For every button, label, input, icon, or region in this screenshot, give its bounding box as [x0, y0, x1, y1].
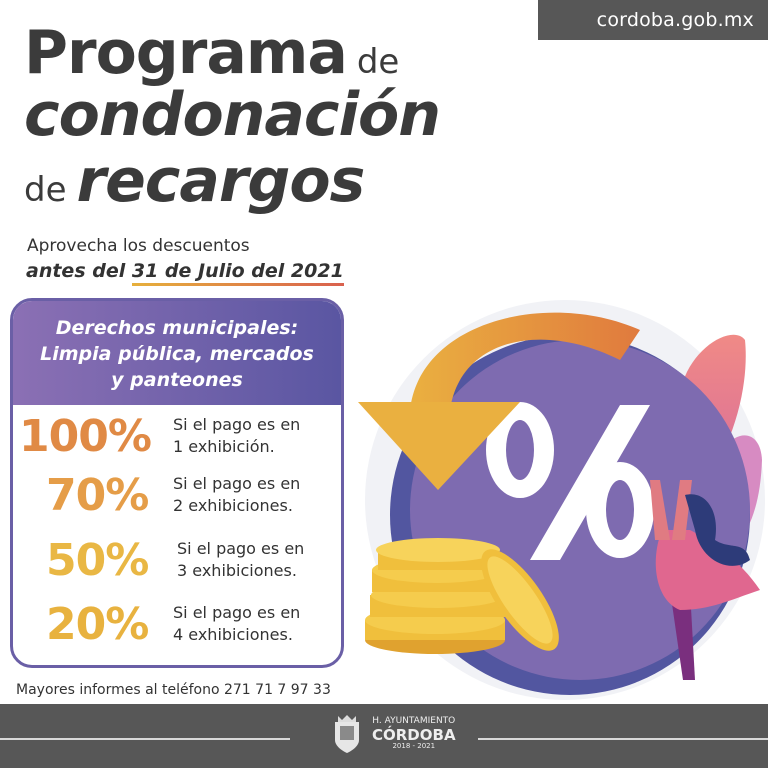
desc-line-2: 2 exhibiciones.	[173, 496, 293, 515]
card-heading-line-2: Limpia pública, mercados	[40, 343, 314, 365]
desc-line-1: Si el pago es en	[173, 474, 301, 493]
footer-divider-left	[0, 738, 290, 740]
discount-percent: 50%	[46, 535, 149, 586]
arrow-down-icon	[358, 312, 640, 490]
subtitle-prefix: antes del	[26, 260, 132, 282]
logo-line-3: 2018 - 2021	[392, 742, 436, 751]
percent-icon	[486, 402, 654, 560]
footer-divider-right	[478, 738, 768, 740]
title-programa: Programa	[24, 18, 348, 88]
discount-percent: 20%	[46, 599, 149, 650]
title-recargos: recargos	[76, 146, 366, 216]
desc-line-2: 4 exhibiciones.	[173, 625, 293, 644]
discount-percent: 70%	[46, 470, 149, 521]
title-line-3: de recargos	[24, 146, 366, 216]
discount-description: Si el pago es en 2 exhibiciones.	[173, 473, 300, 517]
site-url-badge[interactable]: cordoba.gob.mx	[538, 0, 768, 40]
discount-row: 20% Si el pago es en 4 exhibiciones.	[13, 593, 341, 657]
footer-bar	[0, 704, 768, 768]
site-url[interactable]: cordoba.gob.mx	[596, 9, 754, 31]
discount-description: Si el pago es en 3 exhibiciones.	[177, 538, 304, 582]
discount-row: 100% Si el pago es en 1 exhibición.	[13, 405, 341, 469]
logo-line-1: H. AYUNTAMIENTO	[372, 715, 456, 726]
coin-stack-icon	[365, 538, 559, 654]
desc-line-1: Si el pago es en	[173, 415, 301, 434]
title-line-1: Programa de	[24, 18, 399, 88]
contact-info: Mayores informes al teléfono 271 71 7 97…	[16, 682, 331, 698]
title-line-2: condonación	[24, 80, 441, 150]
coat-of-arms-icon	[335, 715, 359, 753]
deadline-date: 31 de Julio del 2021	[131, 260, 344, 286]
desc-line-1: Si el pago es en	[177, 539, 305, 558]
card-heading-line-1: Derechos municipales:	[55, 317, 299, 339]
title-de-2: de	[24, 170, 67, 210]
subtitle-line-2: antes del 31 de Julio del 2021	[26, 260, 344, 286]
card-heading: Derechos municipales: Limpia pública, me…	[13, 301, 341, 405]
discount-card: Derechos municipales: Limpia pública, me…	[10, 298, 344, 668]
discount-row: 70% Si el pago es en 2 exhibiciones.	[13, 464, 341, 528]
card-heading-line-3: y panteones	[111, 369, 243, 391]
discount-row: 50% Si el pago es en 3 exhibiciones.	[13, 529, 341, 593]
discount-description: Si el pago es en 4 exhibiciones.	[173, 602, 300, 646]
title-de-1: de	[356, 42, 400, 82]
discount-description: Si el pago es en 1 exhibición.	[173, 414, 300, 458]
logo-line-2: CÓRDOBA	[372, 725, 456, 744]
desc-line-2: 3 exhibiciones.	[177, 561, 297, 580]
discount-illustration	[358, 300, 765, 700]
desc-line-2: 1 exhibición.	[173, 437, 275, 456]
subtitle-line-1: Aprovecha los descuentos	[27, 236, 250, 256]
logo-text: H. AYUNTAMIENTO CÓRDOBA 2018 - 2021	[372, 715, 456, 751]
ayuntamiento-logo: H. AYUNTAMIENTO CÓRDOBA 2018 - 2021	[330, 714, 456, 754]
discount-percent: 100%	[19, 411, 152, 462]
woman-figure-icon	[650, 480, 760, 680]
desc-line-1: Si el pago es en	[173, 603, 301, 622]
